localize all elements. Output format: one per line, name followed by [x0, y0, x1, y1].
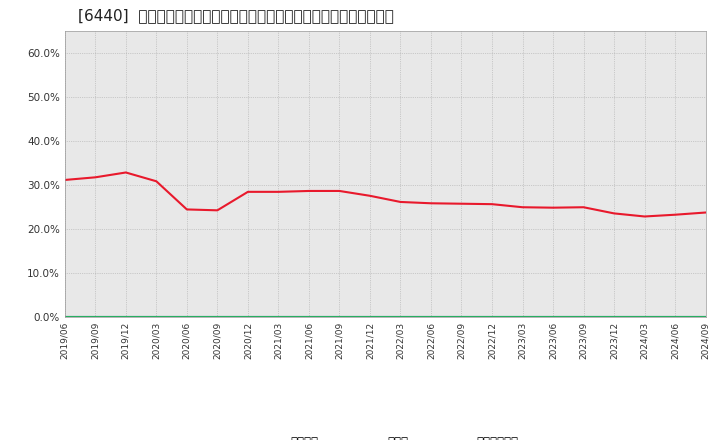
繰延税金資産 — [366, 314, 374, 319]
のれん — [640, 314, 649, 319]
繰延税金資産 — [518, 314, 527, 319]
繰延税金資産 — [457, 314, 466, 319]
繰延税金資産 — [640, 314, 649, 319]
自己資本 — [701, 210, 710, 215]
繰延税金資産 — [335, 314, 343, 319]
自己資本 — [60, 177, 69, 183]
のれん — [549, 314, 557, 319]
繰延税金資産 — [152, 314, 161, 319]
自己資本 — [487, 202, 496, 207]
繰延税金資産 — [60, 314, 69, 319]
のれん — [457, 314, 466, 319]
のれん — [91, 314, 99, 319]
自己資本 — [122, 170, 130, 175]
繰延税金資産 — [396, 314, 405, 319]
繰延税金資産 — [610, 314, 618, 319]
繰延税金資産 — [487, 314, 496, 319]
のれん — [366, 314, 374, 319]
自己資本 — [549, 205, 557, 210]
のれん — [427, 314, 436, 319]
自己資本 — [305, 188, 313, 194]
のれん — [274, 314, 283, 319]
繰延税金資産 — [91, 314, 99, 319]
自己資本 — [457, 201, 466, 206]
繰延税金資産 — [274, 314, 283, 319]
繰延税金資産 — [579, 314, 588, 319]
のれん — [243, 314, 252, 319]
自己資本 — [335, 188, 343, 194]
繰延税金資産 — [549, 314, 557, 319]
自己資本 — [396, 199, 405, 205]
自己資本 — [579, 205, 588, 210]
繰延税金資産 — [701, 314, 710, 319]
自己資本 — [152, 179, 161, 184]
自己資本 — [518, 205, 527, 210]
Text: [6440]  自己資本、のれん、繰延税金資産の総資産に対する比率の推移: [6440] 自己資本、のれん、繰延税金資産の総資産に対する比率の推移 — [78, 7, 394, 23]
繰延税金資産 — [213, 314, 222, 319]
のれん — [671, 314, 680, 319]
のれん — [305, 314, 313, 319]
Line: 自己資本: 自己資本 — [65, 172, 706, 216]
のれん — [183, 314, 192, 319]
自己資本 — [274, 189, 283, 194]
自己資本 — [183, 207, 192, 212]
繰延税金資産 — [243, 314, 252, 319]
のれん — [396, 314, 405, 319]
自己資本 — [366, 193, 374, 198]
のれん — [335, 314, 343, 319]
自己資本 — [213, 208, 222, 213]
のれん — [213, 314, 222, 319]
自己資本 — [640, 214, 649, 219]
自己資本 — [243, 189, 252, 194]
のれん — [518, 314, 527, 319]
のれん — [122, 314, 130, 319]
のれん — [579, 314, 588, 319]
自己資本 — [610, 211, 618, 216]
のれん — [487, 314, 496, 319]
のれん — [60, 314, 69, 319]
自己資本 — [671, 212, 680, 217]
のれん — [610, 314, 618, 319]
自己資本 — [91, 175, 99, 180]
自己資本 — [427, 201, 436, 206]
繰延税金資産 — [671, 314, 680, 319]
のれん — [152, 314, 161, 319]
のれん — [701, 314, 710, 319]
繰延税金資産 — [427, 314, 436, 319]
Legend: 自己資本, のれん, 繰延税金資産: 自己資本, のれん, 繰延税金資産 — [247, 431, 523, 440]
繰延税金資産 — [305, 314, 313, 319]
繰延税金資産 — [122, 314, 130, 319]
繰延税金資産 — [183, 314, 192, 319]
